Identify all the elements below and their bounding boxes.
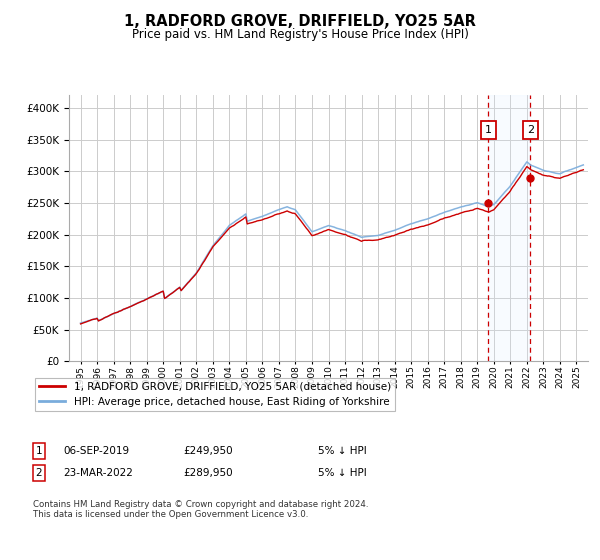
Text: 2: 2 xyxy=(527,125,534,135)
Text: 1: 1 xyxy=(485,125,492,135)
Text: 5% ↓ HPI: 5% ↓ HPI xyxy=(318,446,367,456)
Text: Price paid vs. HM Land Registry's House Price Index (HPI): Price paid vs. HM Land Registry's House … xyxy=(131,28,469,41)
Legend: 1, RADFORD GROVE, DRIFFIELD, YO25 5AR (detached house), HPI: Average price, deta: 1, RADFORD GROVE, DRIFFIELD, YO25 5AR (d… xyxy=(35,377,395,411)
Text: Contains HM Land Registry data © Crown copyright and database right 2024.
This d: Contains HM Land Registry data © Crown c… xyxy=(33,500,368,519)
Bar xyxy=(488,95,530,361)
Text: £289,950: £289,950 xyxy=(183,468,233,478)
Text: 23-MAR-2022: 23-MAR-2022 xyxy=(63,468,133,478)
Text: 06-SEP-2019: 06-SEP-2019 xyxy=(63,446,129,456)
Text: £249,950: £249,950 xyxy=(183,446,233,456)
Text: 1: 1 xyxy=(35,446,43,456)
Text: 5% ↓ HPI: 5% ↓ HPI xyxy=(318,468,367,478)
Text: 2: 2 xyxy=(35,468,43,478)
Text: 1, RADFORD GROVE, DRIFFIELD, YO25 5AR: 1, RADFORD GROVE, DRIFFIELD, YO25 5AR xyxy=(124,14,476,29)
